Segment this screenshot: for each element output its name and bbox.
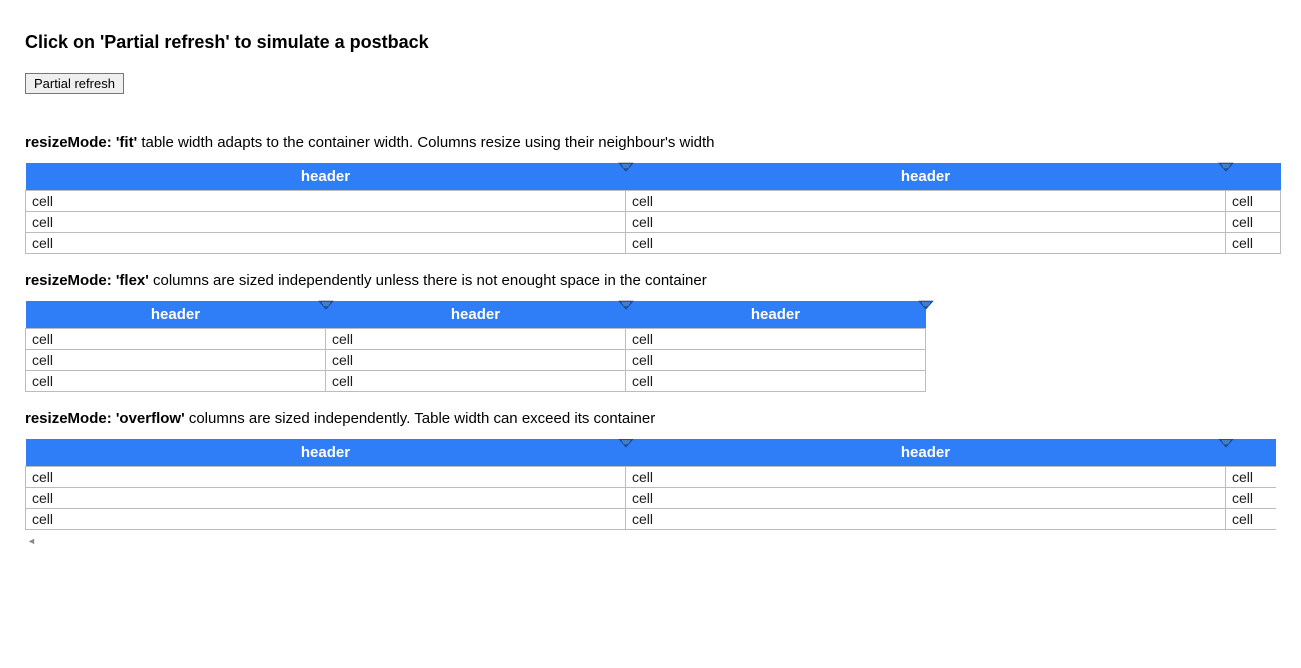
table-cell: cell: [626, 350, 926, 371]
table-flex: headerheaderheadercellcellcellcellcellce…: [25, 301, 926, 392]
table-flex-wrap: headerheaderheadercellcellcellcellcellce…: [25, 301, 1276, 392]
mode-key: resizeMode: 'overflow': [25, 410, 185, 427]
partial-refresh-button[interactable]: Partial refresh: [25, 73, 124, 94]
section-overflow-label: resizeMode: 'overflow' columns are sized…: [25, 410, 1276, 427]
table-cell: cell: [626, 509, 1226, 530]
table-fit: headerheadercellcellcellcellcellcellcell…: [25, 163, 1281, 254]
table-cell: cell: [1226, 233, 1281, 254]
column-header: header: [626, 439, 1226, 467]
column-header: header: [626, 163, 1226, 191]
column-header: header: [26, 163, 626, 191]
table-overflow: headerheadercellcellcellcellcellcellcell…: [25, 439, 1276, 530]
scroll-left-arrow-icon[interactable]: ◄: [25, 536, 1276, 546]
column-resize-handle-icon[interactable]: [318, 300, 334, 310]
mode-desc: columns are sized independently. Table w…: [185, 410, 656, 427]
table-cell: cell: [1226, 212, 1281, 233]
table-row: cellcellcell: [26, 329, 926, 350]
table-cell: cell: [326, 350, 626, 371]
table-cell: cell: [26, 329, 326, 350]
table-cell: cell: [626, 233, 1226, 254]
column-resize-handle-icon[interactable]: [1218, 439, 1234, 448]
page-title: Click on 'Partial refresh' to simulate a…: [25, 32, 1276, 53]
table-row: cellcellcell: [26, 212, 1281, 233]
column-resize-handle-icon[interactable]: [618, 162, 634, 172]
table-cell: cell: [26, 350, 326, 371]
table-cell: cell: [626, 467, 1226, 488]
table-cell: cell: [626, 371, 926, 392]
section-overflow: resizeMode: 'overflow' columns are sized…: [25, 410, 1276, 546]
table-cell: cell: [326, 371, 626, 392]
column-header: [1226, 163, 1281, 191]
column-resize-handle-icon[interactable]: [918, 300, 934, 310]
column-header: header: [326, 301, 626, 329]
column-resize-handle-icon[interactable]: [1218, 162, 1234, 172]
column-resize-handle-icon[interactable]: [618, 300, 634, 310]
table-cell: cell: [326, 329, 626, 350]
table-cell: cell: [626, 329, 926, 350]
table-cell: cell: [26, 233, 626, 254]
table-overflow-wrap[interactable]: headerheadercellcellcellcellcellcellcell…: [25, 439, 1276, 536]
table-cell: cell: [26, 509, 626, 530]
table-row: cellcellcell: [26, 509, 1277, 530]
table-cell: cell: [1226, 467, 1277, 488]
section-fit: resizeMode: 'fit' table width adapts to …: [25, 134, 1276, 254]
table-cell: cell: [1226, 509, 1277, 530]
section-flex-label: resizeMode: 'flex' columns are sized ind…: [25, 272, 1276, 289]
column-resize-handle-icon[interactable]: [618, 439, 634, 448]
table-row: cellcellcell: [26, 371, 926, 392]
table-row: cellcellcell: [26, 191, 1281, 212]
table-cell: cell: [626, 212, 1226, 233]
table-row: cellcellcell: [26, 467, 1277, 488]
table-row: cellcellcell: [26, 488, 1277, 509]
mode-key: resizeMode: 'fit': [25, 134, 137, 151]
column-header: header: [626, 301, 926, 329]
table-cell: cell: [1226, 488, 1277, 509]
mode-desc: table width adapts to the container widt…: [137, 134, 714, 151]
table-cell: cell: [626, 191, 1226, 212]
column-header: header: [26, 439, 626, 467]
table-row: cellcellcell: [26, 233, 1281, 254]
mode-key: resizeMode: 'flex': [25, 272, 149, 289]
section-flex: resizeMode: 'flex' columns are sized ind…: [25, 272, 1276, 392]
table-cell: cell: [626, 488, 1226, 509]
table-cell: cell: [26, 467, 626, 488]
section-fit-label: resizeMode: 'fit' table width adapts to …: [25, 134, 1276, 151]
table-cell: cell: [1226, 191, 1281, 212]
column-header: header: [26, 301, 326, 329]
table-fit-wrap: headerheadercellcellcellcellcellcellcell…: [25, 163, 1276, 254]
table-cell: cell: [26, 371, 326, 392]
table-row: cellcellcell: [26, 350, 926, 371]
mode-desc: columns are sized independently unless t…: [149, 272, 707, 289]
table-cell: cell: [26, 191, 626, 212]
table-cell: cell: [26, 488, 626, 509]
table-cell: cell: [26, 212, 626, 233]
